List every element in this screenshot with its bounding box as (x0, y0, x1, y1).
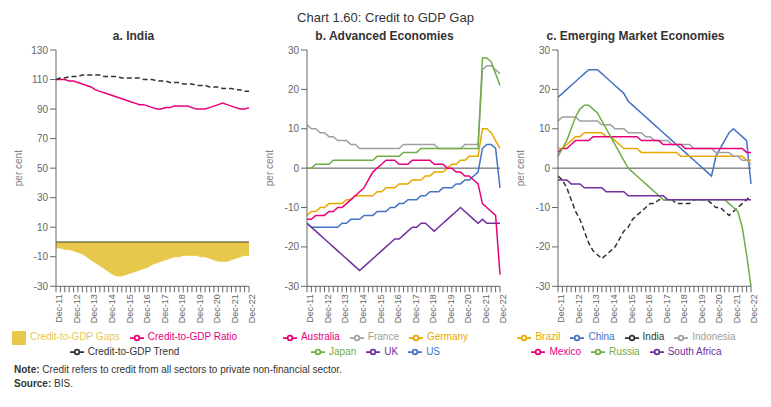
svg-text:Dec-16: Dec-16 (393, 294, 403, 323)
html-text:Credit-to-GDP Trend: Credit-to-GDP Trend (87, 345, 180, 357)
svg-text:Dec-19: Dec-19 (195, 294, 205, 323)
svg-text:Dec-12: Dec-12 (72, 294, 82, 323)
svg-text:50: 50 (37, 163, 49, 174)
svg-text:10: 10 (288, 123, 300, 134)
svg-text:Dec-11: Dec-11 (54, 294, 64, 322)
svg-text:Dec-18: Dec-18 (428, 294, 438, 323)
html-text:Mexico: Mexico (549, 345, 582, 357)
html-text:Credit-to-GDP Ratio: Credit-to-GDP Ratio (147, 331, 238, 343)
svg-text:Dec-22: Dec-22 (498, 294, 508, 323)
svg-text:90: 90 (37, 104, 49, 115)
html-text:a. India: a. India (112, 29, 155, 43)
svg-text:Dec-15: Dec-15 (376, 294, 386, 323)
svg-text:-10: -10 (536, 202, 551, 213)
svg-text:Dec-15: Dec-15 (627, 294, 637, 323)
svg-text:Dec-20: Dec-20 (714, 294, 724, 323)
svg-text:Dec-13: Dec-13 (340, 294, 350, 323)
html-text:Germany: Germany (427, 331, 469, 343)
svg-text:Dec-22: Dec-22 (247, 294, 257, 323)
svg-text:per cent: per cent (264, 150, 275, 186)
svg-text:70: 70 (37, 133, 49, 144)
svg-text:Dec-21: Dec-21 (732, 294, 742, 323)
svg-text:30: 30 (37, 192, 49, 203)
svg-text:-10: -10 (34, 251, 49, 262)
svg-text:-20: -20 (536, 241, 551, 252)
svg-text:Dec-13: Dec-13 (89, 294, 99, 323)
html-text:Russia: Russia (609, 345, 640, 357)
svg-text:10: 10 (37, 222, 49, 233)
html-text:South Africa: South Africa (667, 345, 722, 357)
svg-text:Dec-18: Dec-18 (679, 294, 689, 323)
svg-text:110: 110 (32, 74, 48, 85)
html-text:c. Emerging Market Economies: c. Emerging Market Economies (546, 29, 725, 43)
svg-text:0: 0 (293, 163, 299, 174)
svg-text:30: 30 (288, 45, 300, 56)
svg-text:per cent: per cent (13, 150, 24, 186)
html-text:UK: UK (384, 345, 399, 357)
svg-text:Dec-11: Dec-11 (305, 294, 315, 322)
svg-text:Dec-22: Dec-22 (749, 294, 759, 323)
svg-text:-20: -20 (285, 241, 300, 252)
svg-text:Dec-21: Dec-21 (481, 294, 491, 323)
svg-text:30: 30 (539, 45, 551, 56)
svg-text:per cent: per cent (515, 150, 526, 186)
html-text:Indonesia: Indonesia (692, 331, 736, 343)
html-text:Note: Credit refers to credit: Note: Credit refers to credit from all s… (14, 364, 342, 375)
html-text:Chart 1.60: Credit to GDP Gap: Chart 1.60: Credit to GDP Gap (297, 10, 474, 25)
svg-text:Dec-15: Dec-15 (125, 294, 135, 323)
svg-text:Dec-19: Dec-19 (446, 294, 456, 323)
svg-text:20: 20 (539, 84, 551, 95)
svg-text:Dec-12: Dec-12 (323, 294, 333, 323)
svg-text:Dec-12: Dec-12 (574, 294, 584, 323)
svg-text:Dec-19: Dec-19 (697, 294, 707, 323)
svg-text:Dec-18: Dec-18 (177, 294, 187, 323)
svg-text:Dec-16: Dec-16 (142, 294, 152, 323)
svg-text:Dec-17: Dec-17 (411, 294, 421, 323)
html-text:Australia: Australia (300, 331, 340, 343)
svg-text:0: 0 (544, 163, 550, 174)
svg-text:Dec-20: Dec-20 (212, 294, 222, 323)
svg-text:20: 20 (288, 84, 300, 95)
svg-text:Dec-13: Dec-13 (591, 294, 601, 323)
html-text:Japan: Japan (329, 345, 357, 357)
svg-text:Dec-16: Dec-16 (644, 294, 654, 323)
html-text:China: China (588, 331, 615, 343)
svg-text:Dec-21: Dec-21 (230, 294, 240, 323)
svg-text:-30: -30 (536, 281, 551, 292)
svg-text:Dec-20: Dec-20 (463, 294, 473, 323)
svg-text:Dec-14: Dec-14 (609, 294, 619, 323)
svg-text:130: 130 (31, 45, 48, 56)
svg-text:Dec-11: Dec-11 (556, 294, 566, 322)
html-text:Source: BIS.: Source: BIS. (14, 378, 73, 389)
svg-text:Dec-14: Dec-14 (358, 294, 368, 323)
svg-text:-10: -10 (285, 202, 300, 213)
html-text:India: India (642, 331, 665, 343)
html-text:Brazil: Brazil (535, 331, 561, 343)
svg-text:10: 10 (539, 123, 551, 134)
html-text:b. Advanced Economies: b. Advanced Economies (315, 29, 454, 43)
html-text:Credit-to-GDP Gaps: Credit-to-GDP Gaps (29, 331, 120, 343)
svg-text:Dec-17: Dec-17 (160, 294, 170, 323)
html-text:France: France (367, 331, 399, 343)
svg-text:-30: -30 (285, 281, 300, 292)
svg-text:Dec-17: Dec-17 (662, 294, 672, 323)
html-text:US: US (426, 345, 440, 357)
svg-text:Dec-14: Dec-14 (107, 294, 117, 323)
svg-text:-30: -30 (34, 281, 49, 292)
